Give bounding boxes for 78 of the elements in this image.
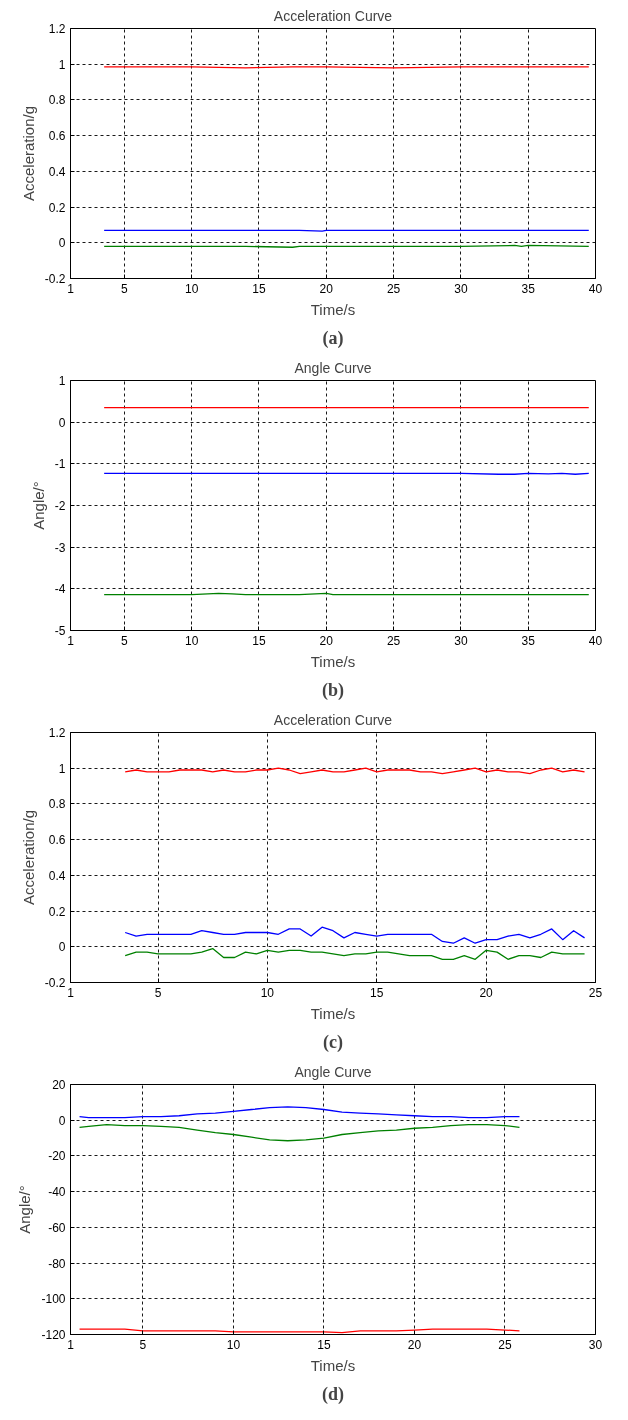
y-axis-title: Angle/°: [16, 1185, 34, 1234]
y-tick-label: -40: [48, 1185, 66, 1200]
y-tick-label: -60: [48, 1220, 66, 1235]
x-tick-label: 25: [498, 1337, 512, 1352]
y-tick-label: -0.2: [44, 272, 66, 286]
y-tick-label: 20: [52, 1078, 66, 1092]
x-tick-label: 25: [386, 633, 401, 648]
y-tick-label: 0.6: [48, 129, 66, 144]
y-tick-label: 0: [58, 415, 66, 430]
y-tick-label: 0.2: [48, 200, 66, 215]
y-tick-label: -0.2: [44, 976, 66, 990]
y-tick-label: -20: [48, 1149, 66, 1164]
x-axis-title: Time/s: [310, 300, 356, 318]
chart-title: Angle Curve: [294, 1063, 372, 1080]
y-tick-label: 1: [58, 57, 66, 72]
x-tick-label: 10: [184, 281, 199, 296]
x-axis-title: Time/s: [310, 652, 356, 670]
y-tick-label: 0: [58, 236, 66, 251]
x-tick-label: 35: [521, 633, 536, 648]
y-tick-label: 1.2: [48, 726, 66, 740]
y-axis-title: Angle/°: [29, 481, 47, 530]
x-tick-label: 10: [184, 633, 199, 648]
y-tick-label: -3: [54, 540, 66, 555]
x-tick-label: 15: [252, 281, 266, 296]
x-tick-label: 15: [370, 985, 384, 1000]
y-tick-label: 0.8: [48, 797, 66, 812]
x-tick-label: 5: [121, 633, 129, 648]
y-tick-label: 0.4: [48, 868, 66, 883]
y-tick-label: 0.2: [48, 904, 66, 919]
x-tick-label: 30: [454, 633, 468, 648]
x-tick-label: 15: [252, 633, 266, 648]
text: (a): [322, 327, 344, 349]
x-tick-label: 40: [588, 633, 603, 648]
text: (b): [322, 679, 345, 701]
x-tick-label: 10: [226, 1337, 241, 1352]
line-series: [78, 1106, 521, 1119]
x-tick-label: 20: [407, 1337, 422, 1352]
y-tick-label: 0.4: [48, 164, 66, 179]
y-tick-label: 1.2: [48, 22, 66, 36]
y-tick-label: 0: [58, 940, 66, 955]
chart-title: Angle Curve: [294, 359, 372, 376]
x-tick-label: 10: [260, 985, 275, 1000]
x-tick-label: 20: [319, 633, 334, 648]
x-tick-label: 15: [317, 1337, 331, 1352]
y-tick-label: -100: [41, 1292, 66, 1307]
y-tick-label: 1: [58, 374, 66, 388]
x-tick-label: 30: [454, 281, 468, 296]
x-tick-label: 35: [521, 281, 536, 296]
line-series: [124, 926, 586, 944]
x-tick-label: 20: [479, 985, 494, 1000]
y-tick-label: -1: [54, 457, 66, 472]
y-axis-title: Acceleration/g: [19, 105, 37, 202]
chart-title: Acceleration Curve: [273, 711, 393, 728]
text: (d): [322, 1383, 345, 1405]
y-tick-label: 0.6: [48, 833, 66, 848]
x-axis-title: Time/s: [310, 1004, 356, 1022]
line-series: [124, 947, 586, 960]
y-tick-label: -80: [48, 1256, 66, 1271]
x-tick-label: 5: [139, 1337, 147, 1352]
y-tick-label: -2: [54, 499, 66, 513]
y-tick-label: 1: [58, 761, 66, 776]
x-tick-label: 5: [154, 985, 162, 1000]
x-tick-label: 5: [121, 281, 129, 296]
x-tick-label: 20: [319, 281, 334, 296]
y-tick-label: -120: [41, 1328, 66, 1342]
y-tick-label: -5: [54, 624, 66, 638]
x-tick-label: 30: [588, 1337, 603, 1352]
y-axis-title: Acceleration/g: [19, 809, 37, 906]
y-tick-label: 0.8: [48, 93, 66, 108]
x-tick-label: 25: [588, 985, 603, 1000]
x-tick-label: 25: [386, 281, 401, 296]
line-series: [78, 1124, 521, 1142]
y-tick-label: 0: [58, 1113, 66, 1128]
y-tick-label: -4: [54, 582, 66, 597]
x-tick-label: 40: [588, 281, 603, 296]
text: (c): [323, 1031, 343, 1053]
chart-title: Acceleration Curve: [273, 7, 393, 24]
x-axis-title: Time/s: [310, 1356, 356, 1374]
